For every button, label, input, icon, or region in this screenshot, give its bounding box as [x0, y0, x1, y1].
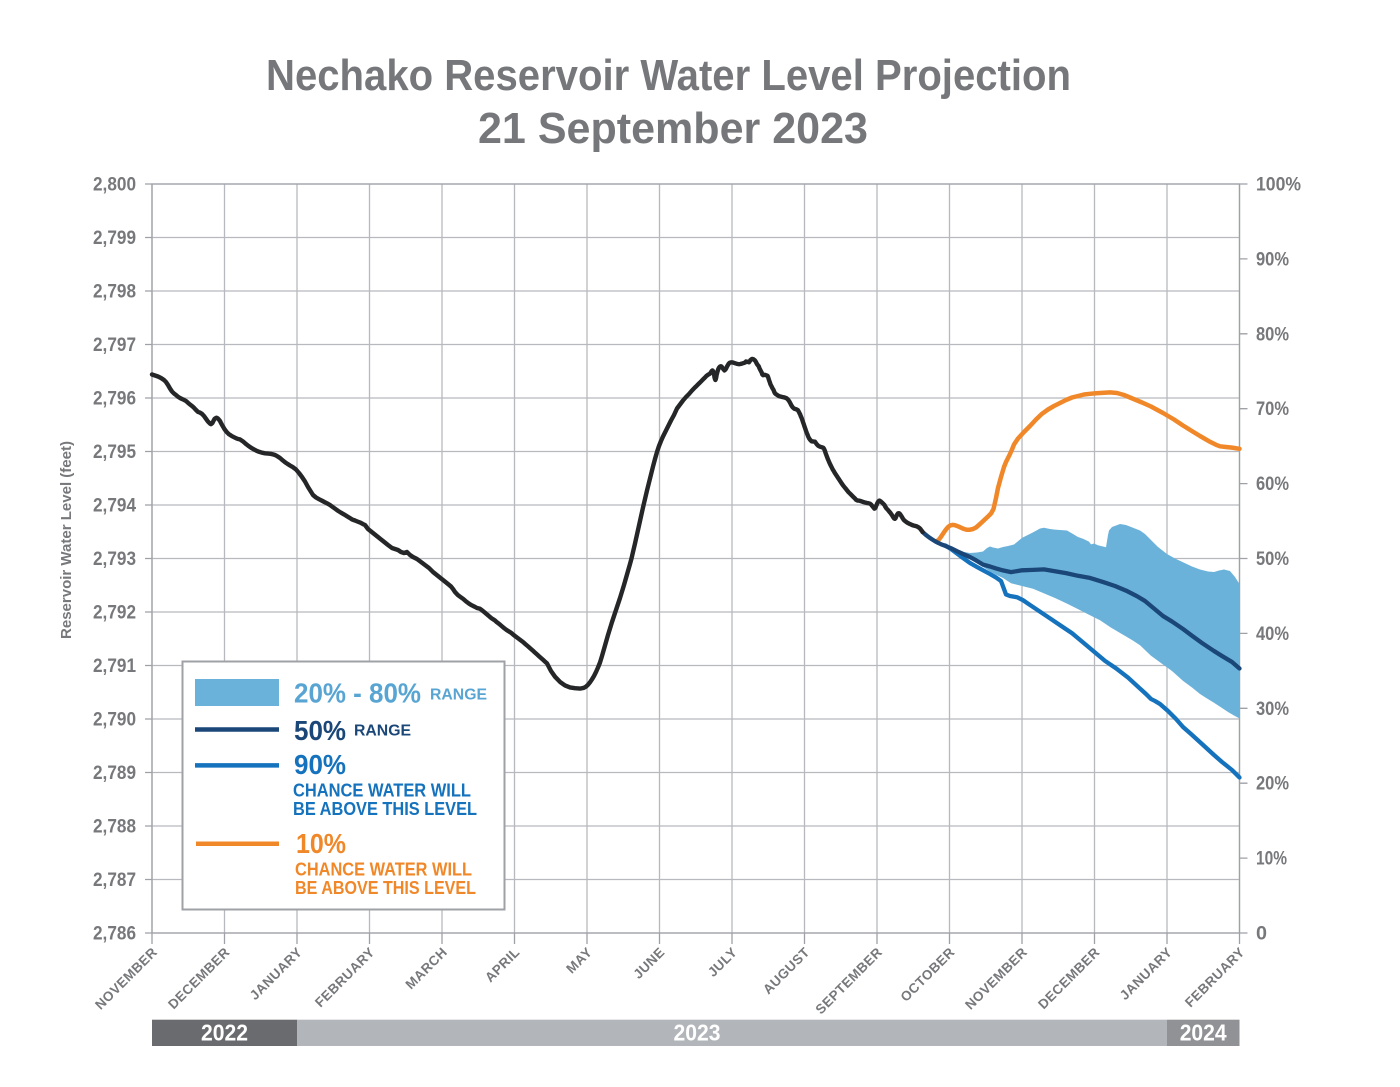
- svg-text:2023: 2023: [674, 1020, 721, 1046]
- svg-text:2,788: 2,788: [93, 817, 136, 838]
- svg-text:2,795: 2,795: [93, 442, 136, 463]
- svg-text:100%: 100%: [1256, 175, 1301, 196]
- svg-text:40%: 40%: [1256, 624, 1289, 645]
- svg-text:10%: 10%: [1256, 849, 1287, 870]
- svg-text:Nechako Reservoir Water Level: Nechako Reservoir Water Level Projection: [266, 51, 1071, 100]
- svg-text:2,789: 2,789: [93, 763, 136, 784]
- svg-text:2,798: 2,798: [93, 282, 136, 303]
- svg-text:2,786: 2,786: [93, 924, 136, 945]
- svg-text:Reservoir Water Level (feet): Reservoir Water Level (feet): [58, 441, 75, 639]
- svg-text:2022: 2022: [201, 1020, 248, 1046]
- svg-text:RANGE: RANGE: [354, 723, 411, 740]
- svg-text:CHANCE WATER WILL: CHANCE WATER WILL: [295, 859, 472, 880]
- svg-text:70%: 70%: [1256, 399, 1289, 420]
- svg-text:50%: 50%: [1256, 549, 1289, 570]
- svg-text:RANGE: RANGE: [430, 687, 487, 704]
- svg-text:2,794: 2,794: [93, 496, 136, 517]
- svg-text:2,799: 2,799: [93, 228, 136, 249]
- svg-text:BE ABOVE THIS LEVEL: BE ABOVE THIS LEVEL: [293, 798, 477, 819]
- svg-text:CHANCE WATER WILL: CHANCE WATER WILL: [293, 780, 471, 801]
- svg-text:2,790: 2,790: [93, 710, 136, 731]
- svg-text:2,787: 2,787: [93, 870, 136, 891]
- svg-text:80%: 80%: [1256, 324, 1289, 345]
- svg-text:2,791: 2,791: [93, 656, 136, 677]
- svg-text:90%: 90%: [1256, 249, 1289, 270]
- svg-text:20%: 20%: [1256, 774, 1289, 795]
- svg-text:2024: 2024: [1180, 1020, 1227, 1046]
- svg-text:90%: 90%: [294, 749, 346, 780]
- svg-text:20% - 80%: 20% - 80%: [294, 678, 421, 709]
- svg-text:60%: 60%: [1256, 474, 1289, 495]
- svg-text:21 September 2023: 21 September 2023: [478, 104, 868, 153]
- svg-text:BE ABOVE THIS LEVEL: BE ABOVE THIS LEVEL: [295, 877, 476, 898]
- svg-text:10%: 10%: [296, 828, 346, 859]
- svg-text:2,792: 2,792: [93, 603, 136, 624]
- svg-text:50%: 50%: [294, 715, 346, 746]
- svg-text:0: 0: [1256, 924, 1267, 945]
- svg-text:2,800: 2,800: [93, 175, 136, 196]
- svg-text:2,793: 2,793: [93, 549, 136, 570]
- svg-text:2,796: 2,796: [93, 389, 136, 410]
- svg-text:30%: 30%: [1256, 699, 1289, 720]
- svg-text:2,797: 2,797: [93, 335, 136, 356]
